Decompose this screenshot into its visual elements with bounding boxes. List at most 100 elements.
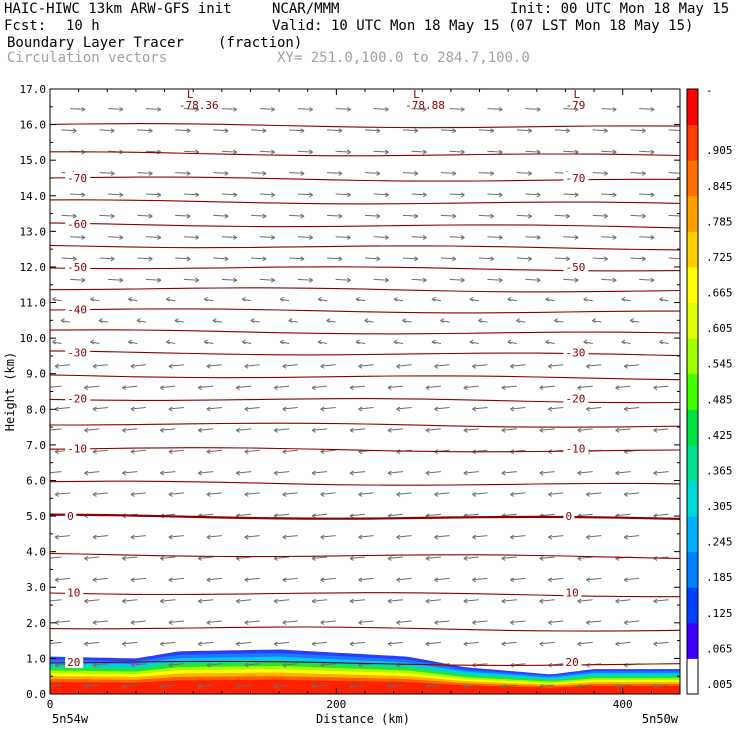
wind-vector-head: [603, 213, 608, 219]
wind-vector-head: [50, 385, 51, 390]
wind-vector: [236, 599, 252, 602]
wind-vector-head: [387, 470, 392, 476]
wind-vector-head: [92, 662, 97, 668]
wind-vector-head: [308, 192, 313, 198]
wind-vector-head: [679, 256, 680, 261]
wind-vector-head: [92, 449, 97, 455]
contour-line: [50, 151, 680, 157]
wind-vector: [440, 129, 456, 132]
wind-vector-head: [122, 470, 127, 476]
wind-vector-head: [168, 577, 173, 583]
wind-vector: [653, 428, 669, 431]
wind-vector: [624, 492, 640, 495]
wind-vector: [236, 684, 252, 688]
wind-vector-head: [273, 427, 278, 433]
wind-vector-head: [422, 106, 427, 112]
wind-vector-head: [422, 235, 427, 240]
wind-vector-head: [548, 534, 553, 540]
y-tick-label: 3.0: [26, 581, 46, 594]
wind-vector-head: [122, 556, 127, 561]
wind-vector-head: [615, 385, 620, 391]
wind-vector: [539, 684, 555, 688]
wind-vector: [653, 599, 669, 602]
wind-vector-head: [425, 641, 430, 647]
y-tick-label: 0.0: [26, 688, 46, 701]
x-axis-label: Distance (km): [316, 712, 410, 726]
wind-vector: [335, 236, 351, 238]
wind-vector: [130, 577, 146, 581]
wind-vector-head: [349, 556, 354, 561]
wind-vector: [236, 428, 252, 431]
wind-vector: [396, 492, 412, 495]
wind-vector-head: [612, 277, 617, 283]
wind-vector: [630, 172, 646, 174]
wind-vector-head: [490, 170, 495, 176]
wind-vector-head: [402, 318, 407, 324]
contour-label-bg: [563, 586, 582, 599]
wind-vector: [198, 684, 214, 688]
colorbar-label: .365: [706, 464, 733, 477]
wind-vector-head: [92, 577, 97, 583]
wind-vector-head: [148, 128, 153, 134]
wind-vector: [54, 407, 71, 410]
wind-vector-head: [376, 128, 381, 134]
wind-vector-head: [358, 363, 363, 369]
wind-vector-head: [510, 534, 515, 540]
wind-vector: [297, 193, 313, 196]
wind-vector-head: [195, 192, 200, 198]
wind-vector: [583, 341, 593, 344]
colorbar-swatch: [687, 444, 698, 481]
wind-vector-head: [384, 235, 389, 240]
wind-vector-head: [50, 641, 51, 646]
wind-vector: [107, 108, 124, 110]
contour-label: 10: [67, 587, 80, 600]
wind-vector-head: [157, 235, 162, 240]
colorbar-label: .845: [706, 180, 733, 193]
wind-vector-head: [603, 170, 608, 176]
wind-vector: [411, 278, 427, 281]
wind-vector: [624, 620, 640, 624]
wind-vector: [411, 108, 427, 110]
wind-vector-head: [452, 128, 457, 134]
wind-vector-head: [84, 385, 89, 391]
wind-vector: [160, 556, 176, 559]
wind-vector-head: [422, 192, 427, 198]
wind-vector-head: [396, 620, 401, 625]
wind-vector: [539, 385, 555, 389]
wind-vector: [92, 535, 109, 538]
colorbar-top-label: -: [706, 84, 713, 97]
wind-vector: [312, 641, 328, 645]
wind-vector: [84, 684, 100, 688]
wind-vector: [335, 278, 351, 281]
contour-label-bg: [65, 442, 91, 455]
wind-vector-head: [244, 406, 249, 412]
wind-vector-head: [586, 577, 590, 583]
wind-vector-head: [233, 149, 238, 155]
wind-vector: [434, 364, 450, 367]
wind-vector-head: [235, 470, 240, 476]
contour-label-bg: [65, 586, 84, 599]
wind-vector: [440, 257, 456, 260]
wind-vector-head: [349, 427, 354, 433]
wind-vector-head: [54, 662, 59, 668]
wind-vector: [122, 385, 138, 389]
contour-line: [50, 626, 680, 632]
x-tick-label: 400: [613, 698, 633, 711]
wind-vector: [545, 298, 555, 302]
wind-vector: [469, 298, 479, 302]
contour-line: [50, 308, 680, 314]
wind-vector: [364, 257, 381, 260]
wind-vector-head: [206, 491, 211, 497]
wind-vector-head: [262, 213, 267, 219]
wind-vector-head: [119, 106, 124, 112]
contour-line: [50, 287, 680, 293]
wind-vector: [478, 129, 494, 132]
wind-vector: [130, 620, 146, 624]
wind-vector-head: [273, 385, 278, 391]
wind-vector: [244, 449, 260, 453]
wind-vector: [213, 257, 229, 260]
wind-vector-head: [501, 556, 506, 561]
vectors-label: Circulation vectors: [7, 50, 167, 66]
wind-vector-head: [387, 427, 392, 433]
wind-vector: [525, 236, 541, 238]
